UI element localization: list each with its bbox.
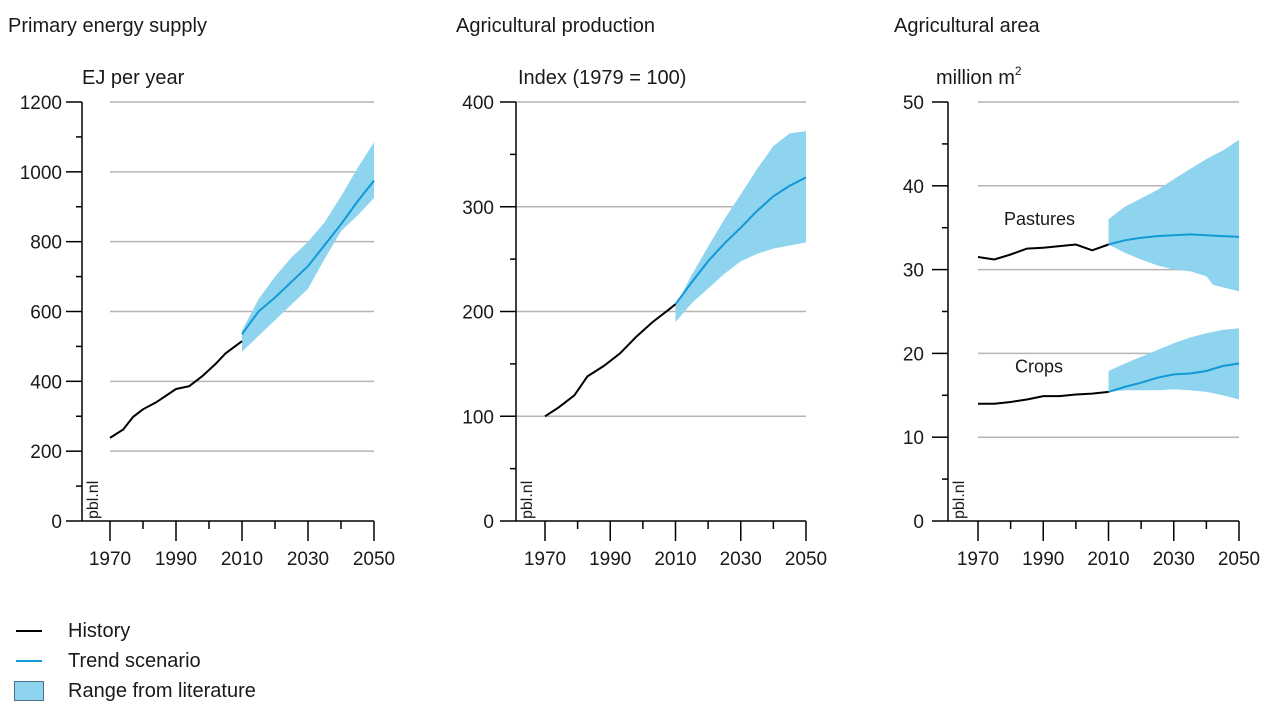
history-line	[977, 243, 1109, 261]
legend: History Trend scenario Range from litera…	[14, 616, 256, 706]
annotation-crops: Crops	[1015, 357, 1063, 377]
x-tick-label: 1970	[524, 549, 566, 570]
annotation-pastures: Pastures	[1004, 209, 1075, 229]
x-tick-label: 2010	[654, 549, 696, 570]
trend-line	[674, 176, 807, 305]
trend-swatch	[16, 660, 42, 662]
chart-title: Primary energy supply	[8, 15, 207, 37]
chart-title: Agricultural production	[456, 15, 655, 37]
x-tick-label: 2010	[221, 549, 263, 570]
chart-title: Agricultural area	[894, 15, 1041, 37]
chart-2: Agricultural production Index (1979 = 100…	[456, 15, 827, 570]
x-tick-label: 1990	[589, 549, 631, 570]
y-tick-label: 10	[903, 428, 924, 449]
y-tick-label: 200	[30, 442, 62, 463]
y-tick-label: 50	[903, 93, 924, 114]
x-tick-label: 2030	[720, 549, 762, 570]
y-tick-label: 1200	[20, 93, 62, 114]
trend-line	[1108, 233, 1240, 246]
y-tick-label: 100	[462, 407, 494, 428]
chart-1: Primary energy supply EJ per year 0 200 400 6…	[8, 15, 395, 570]
x-tick-label: 1970	[89, 549, 131, 570]
history-line	[544, 303, 677, 418]
watermark: pbl.nl	[951, 481, 968, 519]
y-axis-label: Index (1979 = 100)	[518, 67, 686, 89]
legend-item-trend: Trend scenario	[14, 646, 256, 676]
legend-item-range: Range from literature	[14, 676, 256, 706]
y-tick-label: 300	[462, 198, 494, 219]
range-swatch	[14, 681, 44, 701]
y-tick-label: 40	[903, 177, 924, 198]
x-tick-label: 1970	[957, 549, 999, 570]
x-tick-label: 1990	[1022, 549, 1064, 570]
x-tick-label: 2050	[785, 549, 827, 570]
y-axis-label-superscript: 2	[1015, 64, 1022, 78]
trend-line	[241, 179, 375, 335]
range-band	[1108, 139, 1239, 292]
y-tick-label: 200	[462, 303, 494, 324]
watermark: pbl.nl	[85, 481, 102, 519]
history-line	[978, 390, 1109, 405]
x-tick-label: 2050	[353, 549, 395, 570]
watermark: pbl.nl	[519, 481, 536, 519]
y-axis-label: million m2	[936, 64, 1022, 89]
legend-label-range: Range from literature	[68, 679, 256, 702]
legend-label-history: History	[68, 619, 131, 642]
x-tick-label: 2030	[287, 549, 329, 570]
y-tick-label: 1000	[20, 163, 62, 184]
trend-line	[1108, 362, 1240, 393]
legend-item-history: History	[14, 616, 256, 646]
y-tick-label: 400	[462, 93, 494, 114]
y-tick-label: 400	[30, 372, 62, 393]
y-tick-label: 0	[913, 512, 924, 533]
y-tick-label: 600	[30, 303, 62, 324]
range-band	[1108, 328, 1239, 400]
x-tick-label: 2050	[1218, 549, 1260, 570]
x-tick-label: 2010	[1087, 549, 1129, 570]
history-line	[109, 340, 243, 439]
y-tick-label: 30	[903, 261, 924, 282]
range-band	[242, 142, 374, 352]
x-tick-label: 1990	[155, 549, 197, 570]
y-axis-label: EJ per year	[82, 67, 185, 89]
history-swatch	[16, 630, 42, 632]
x-tick-label: 2030	[1153, 549, 1195, 570]
legend-label-trend: Trend scenario	[68, 649, 201, 672]
y-tick-label: 800	[30, 233, 62, 254]
y-tick-label: 0	[51, 512, 62, 533]
y-tick-label: 20	[903, 344, 924, 365]
y-tick-label: 0	[483, 512, 494, 533]
